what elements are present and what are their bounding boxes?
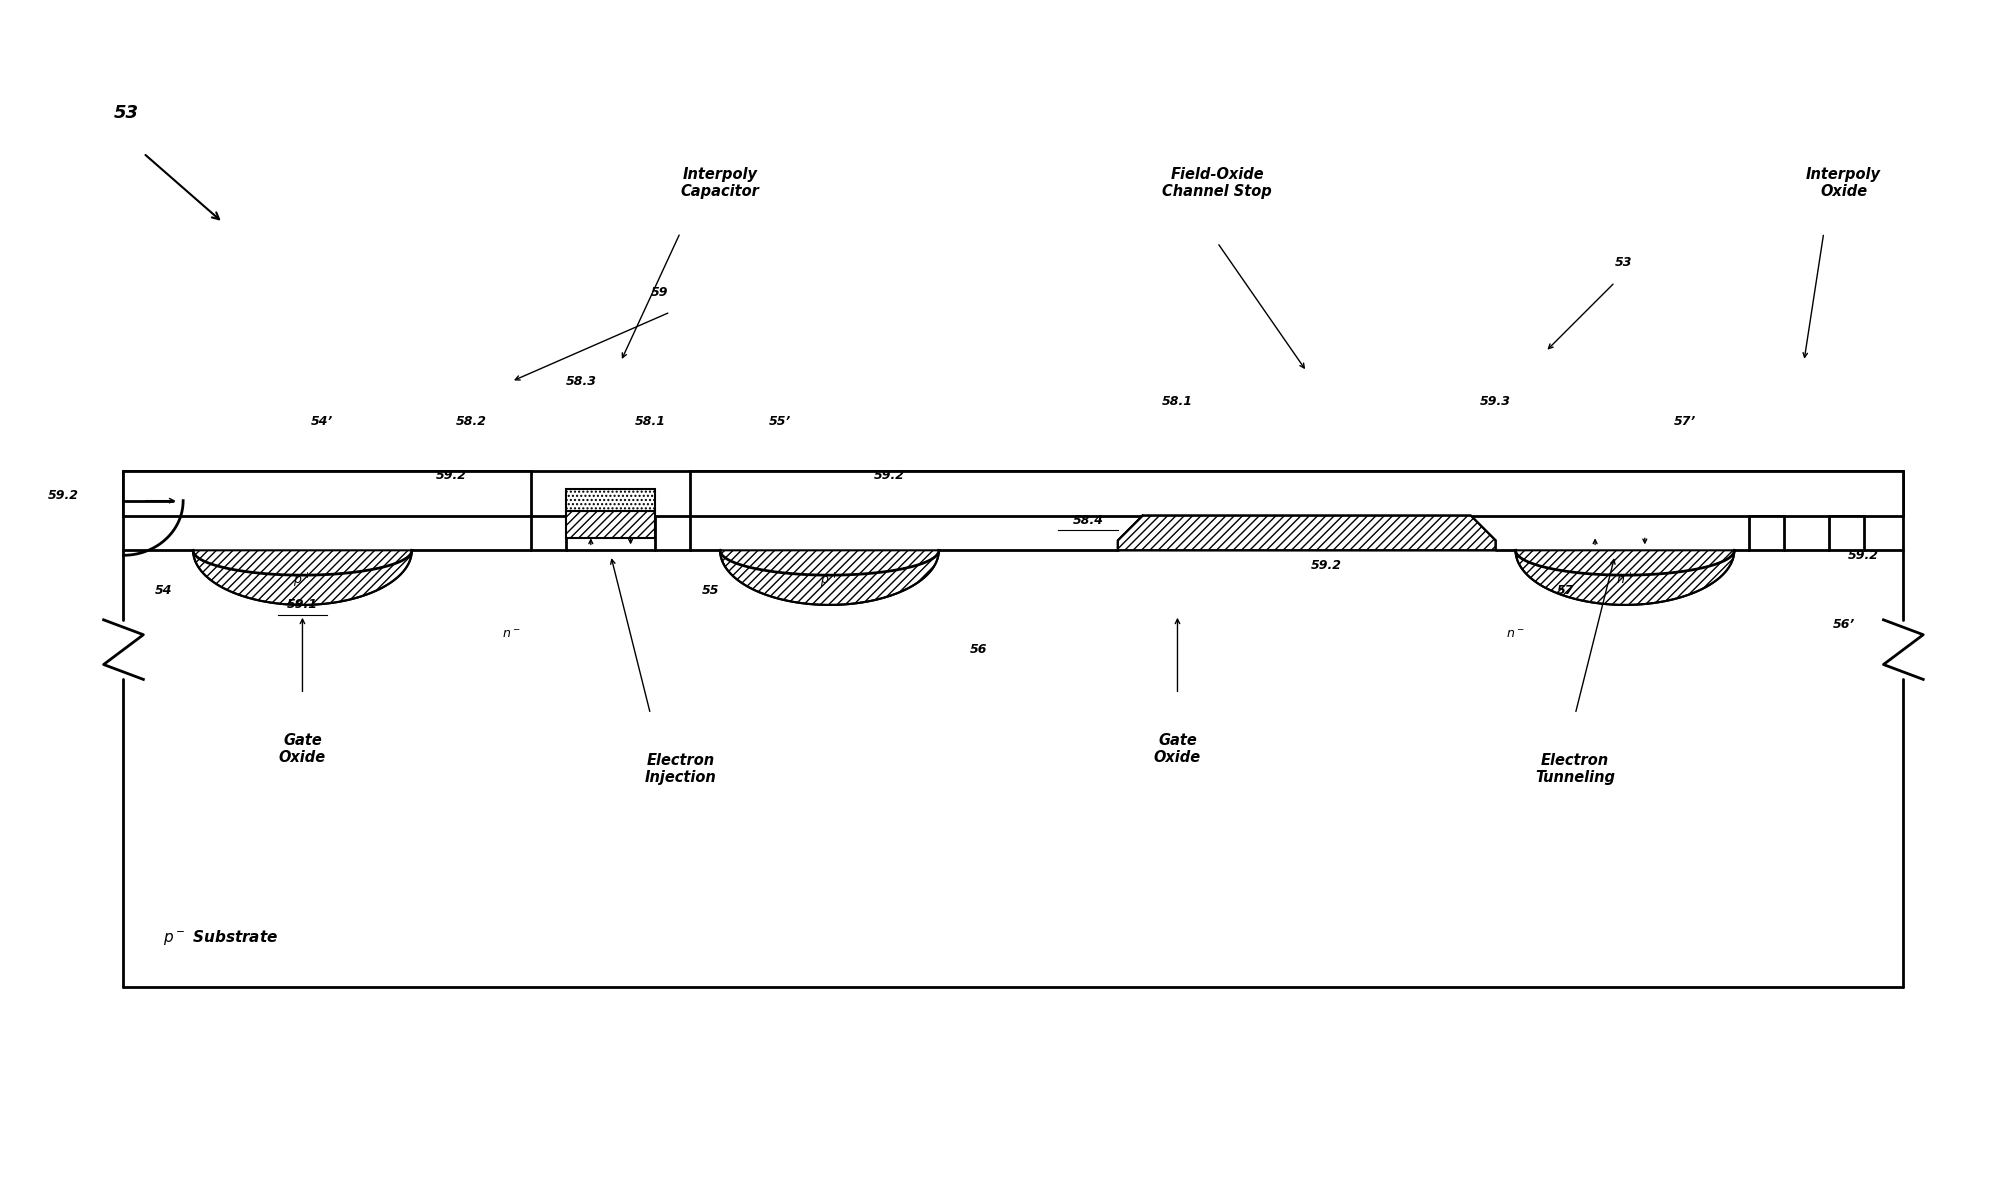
Text: Electron
Injection: Electron Injection [645,752,717,785]
Bar [124,471,531,515]
Bar [691,471,1903,515]
Text: 57: 57 [1556,583,1574,596]
Text: 57’: 57’ [1673,415,1695,427]
Bar [655,515,691,550]
Text: 55’: 55’ [769,415,791,427]
Text: 58.3: 58.3 [565,375,597,388]
Text: 54’: 54’ [312,415,333,427]
Text: 58.1: 58.1 [635,415,665,427]
Polygon shape [1118,515,1496,550]
Text: 59.3: 59.3 [1480,395,1512,408]
Text: $n^+$: $n^+$ [1616,572,1634,588]
Text: 56’: 56’ [1833,619,1855,631]
Polygon shape [194,550,411,605]
Bar [1749,515,1783,550]
Text: Interpoly
Oxide: Interpoly Oxide [1805,167,1881,199]
Text: $p^+$: $p^+$ [821,571,839,589]
Bar [531,515,565,550]
Bar [565,511,655,538]
Polygon shape [1516,550,1733,605]
Text: Interpoly
Capacitor: Interpoly Capacitor [681,167,759,199]
Text: 59.2: 59.2 [1312,559,1342,571]
Text: 59: 59 [651,286,667,299]
Text: $p^-$ Substrate: $p^-$ Substrate [164,928,278,947]
Polygon shape [721,550,939,605]
Polygon shape [721,550,939,605]
Text: 59.1: 59.1 [288,599,318,612]
Text: 55: 55 [701,583,719,596]
Bar [565,489,655,511]
Text: 58.2: 58.2 [455,415,487,427]
Text: 58.1: 58.1 [1162,395,1192,408]
Text: $n^-$: $n^-$ [1506,628,1526,641]
Text: $p^+$: $p^+$ [294,571,312,589]
Text: Electron
Tunneling: Electron Tunneling [1536,752,1616,785]
Text: $n^-$: $n^-$ [501,628,521,641]
Text: 59.2: 59.2 [873,469,905,482]
Text: 53: 53 [1616,256,1632,269]
Polygon shape [194,550,411,605]
Text: Field-Oxide
Channel Stop: Field-Oxide Channel Stop [1162,167,1272,199]
Text: Gate
Oxide: Gate Oxide [280,733,326,765]
Text: 54: 54 [154,583,172,596]
Bar [1829,515,1863,550]
Text: 56: 56 [971,643,987,656]
Polygon shape [1118,515,1496,550]
Polygon shape [1516,550,1733,605]
Text: 58.4: 58.4 [1072,514,1104,527]
Text: 53: 53 [114,105,138,123]
Text: 59.2: 59.2 [48,489,80,502]
Text: 59.2: 59.2 [435,469,467,482]
Text: 59.2: 59.2 [1847,549,1879,562]
Text: Gate
Oxide: Gate Oxide [1154,733,1200,765]
